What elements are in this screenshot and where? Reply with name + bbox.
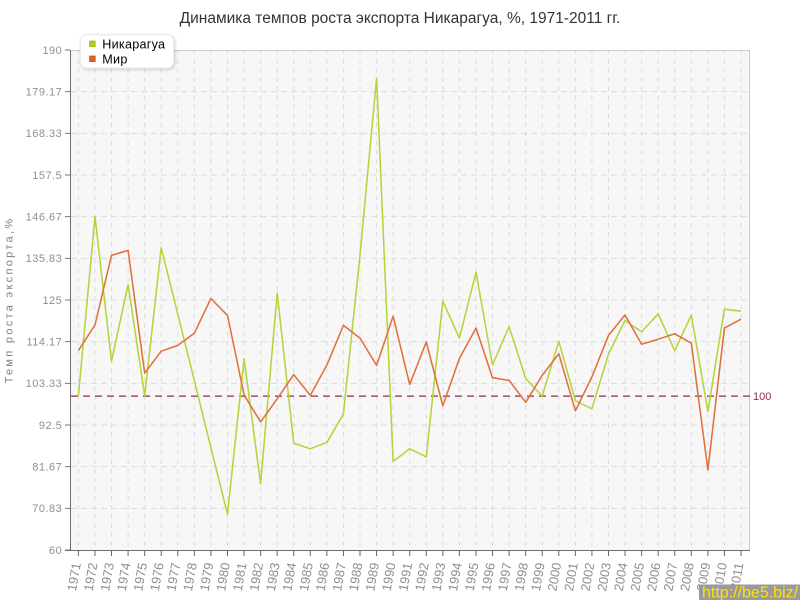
svg-text:81.67: 81.67 — [32, 461, 62, 473]
svg-text:1981: 1981 — [230, 561, 250, 592]
svg-text:http://be5.biz/: http://be5.biz/ — [702, 585, 799, 600]
svg-text:114.17: 114.17 — [26, 336, 62, 348]
svg-text:2005: 2005 — [627, 561, 647, 592]
svg-text:1993: 1993 — [429, 561, 449, 592]
svg-text:2007: 2007 — [660, 561, 680, 592]
svg-text:92.5: 92.5 — [39, 420, 62, 432]
svg-text:1974: 1974 — [114, 561, 134, 592]
svg-text:2002: 2002 — [578, 561, 598, 592]
svg-text:1975: 1975 — [130, 561, 150, 592]
svg-text:2008: 2008 — [677, 561, 697, 592]
svg-text:Темп роста экспорта,%: Темп роста экспорта,% — [4, 217, 16, 384]
svg-text:Динамика темпов роста экспорта: Динамика темпов роста экспорта Никарагуа… — [180, 10, 621, 27]
svg-text:2001: 2001 — [561, 561, 581, 592]
svg-text:1990: 1990 — [379, 561, 399, 592]
svg-text:1979: 1979 — [197, 561, 217, 592]
svg-text:135.83: 135.83 — [26, 253, 63, 265]
svg-text:1995: 1995 — [462, 561, 482, 592]
svg-text:2000: 2000 — [544, 561, 564, 592]
svg-text:125: 125 — [42, 295, 62, 307]
svg-text:1987: 1987 — [329, 561, 349, 592]
svg-text:60: 60 — [49, 545, 62, 557]
svg-text:100: 100 — [753, 391, 771, 403]
svg-text:1972: 1972 — [81, 561, 101, 592]
svg-text:1994: 1994 — [445, 561, 465, 592]
svg-text:1991: 1991 — [395, 561, 415, 592]
svg-text:1999: 1999 — [528, 561, 548, 592]
svg-text:Мир: Мир — [102, 53, 127, 67]
svg-text:2004: 2004 — [611, 561, 631, 592]
svg-text:168.33: 168.33 — [26, 128, 63, 140]
svg-text:1978: 1978 — [180, 561, 200, 592]
svg-text:1998: 1998 — [511, 561, 531, 592]
svg-text:1984: 1984 — [279, 561, 299, 592]
svg-text:190: 190 — [42, 45, 62, 57]
svg-text:1985: 1985 — [296, 561, 316, 592]
svg-text:1983: 1983 — [263, 561, 283, 592]
svg-text:1996: 1996 — [478, 561, 498, 592]
svg-text:2003: 2003 — [594, 561, 614, 592]
svg-text:146.67: 146.67 — [26, 211, 63, 223]
svg-text:1988: 1988 — [346, 561, 366, 592]
svg-text:1997: 1997 — [495, 561, 515, 592]
svg-text:157.5: 157.5 — [32, 170, 62, 182]
svg-text:70.83: 70.83 — [32, 503, 62, 515]
svg-text:2011: 2011 — [727, 561, 747, 591]
svg-text:1973: 1973 — [97, 561, 117, 592]
svg-text:103.33: 103.33 — [26, 378, 63, 390]
svg-text:1976: 1976 — [147, 561, 167, 592]
svg-text:2006: 2006 — [644, 561, 664, 592]
svg-text:1977: 1977 — [163, 561, 183, 592]
svg-text:Никарагуа: Никарагуа — [102, 38, 165, 52]
svg-text:1986: 1986 — [313, 561, 333, 592]
svg-text:1992: 1992 — [412, 561, 432, 592]
svg-text:1989: 1989 — [362, 561, 382, 592]
svg-text:179.17: 179.17 — [26, 86, 63, 98]
svg-text:1982: 1982 — [246, 561, 266, 592]
svg-text:1980: 1980 — [213, 561, 233, 592]
svg-text:1971: 1971 — [64, 561, 84, 592]
